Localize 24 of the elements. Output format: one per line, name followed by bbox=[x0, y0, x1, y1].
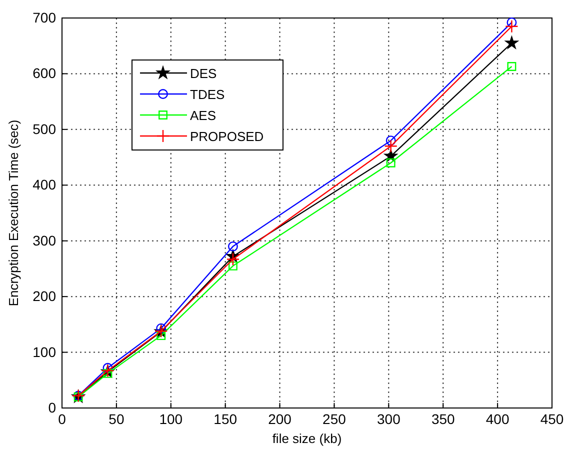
x-tick-label: 100 bbox=[159, 410, 183, 427]
x-tick-label: 400 bbox=[486, 410, 510, 427]
x-tick-label: 200 bbox=[268, 410, 292, 427]
x-tick-label: 350 bbox=[431, 410, 456, 427]
legend-label: TDES bbox=[190, 87, 225, 102]
x-tick-label: 0 bbox=[58, 410, 66, 427]
y-tick-label: 400 bbox=[32, 176, 56, 193]
y-tick-label: 700 bbox=[32, 9, 56, 26]
y-axis-title: Encryption Execution Time (sec) bbox=[6, 120, 21, 306]
y-tick-label: 300 bbox=[32, 232, 56, 248]
x-tick-label: 250 bbox=[322, 410, 346, 427]
y-tick-label: 0 bbox=[48, 399, 56, 416]
legend-label: PROPOSED bbox=[190, 129, 264, 144]
x-axis-title: file size (kb) bbox=[272, 431, 342, 446]
x-tick-label: 50 bbox=[108, 410, 124, 427]
y-tick-label: 500 bbox=[32, 120, 56, 137]
x-tick-label: 450 bbox=[540, 410, 564, 427]
y-tick-label: 200 bbox=[32, 288, 56, 304]
y-tick-label: 600 bbox=[32, 65, 56, 82]
x-tick-label: 150 bbox=[214, 410, 238, 427]
x-tick-label: 300 bbox=[376, 410, 401, 427]
legend-label: DES bbox=[190, 66, 218, 81]
y-tick-label: 100 bbox=[32, 344, 56, 360]
legend-label: AES bbox=[190, 108, 216, 123]
